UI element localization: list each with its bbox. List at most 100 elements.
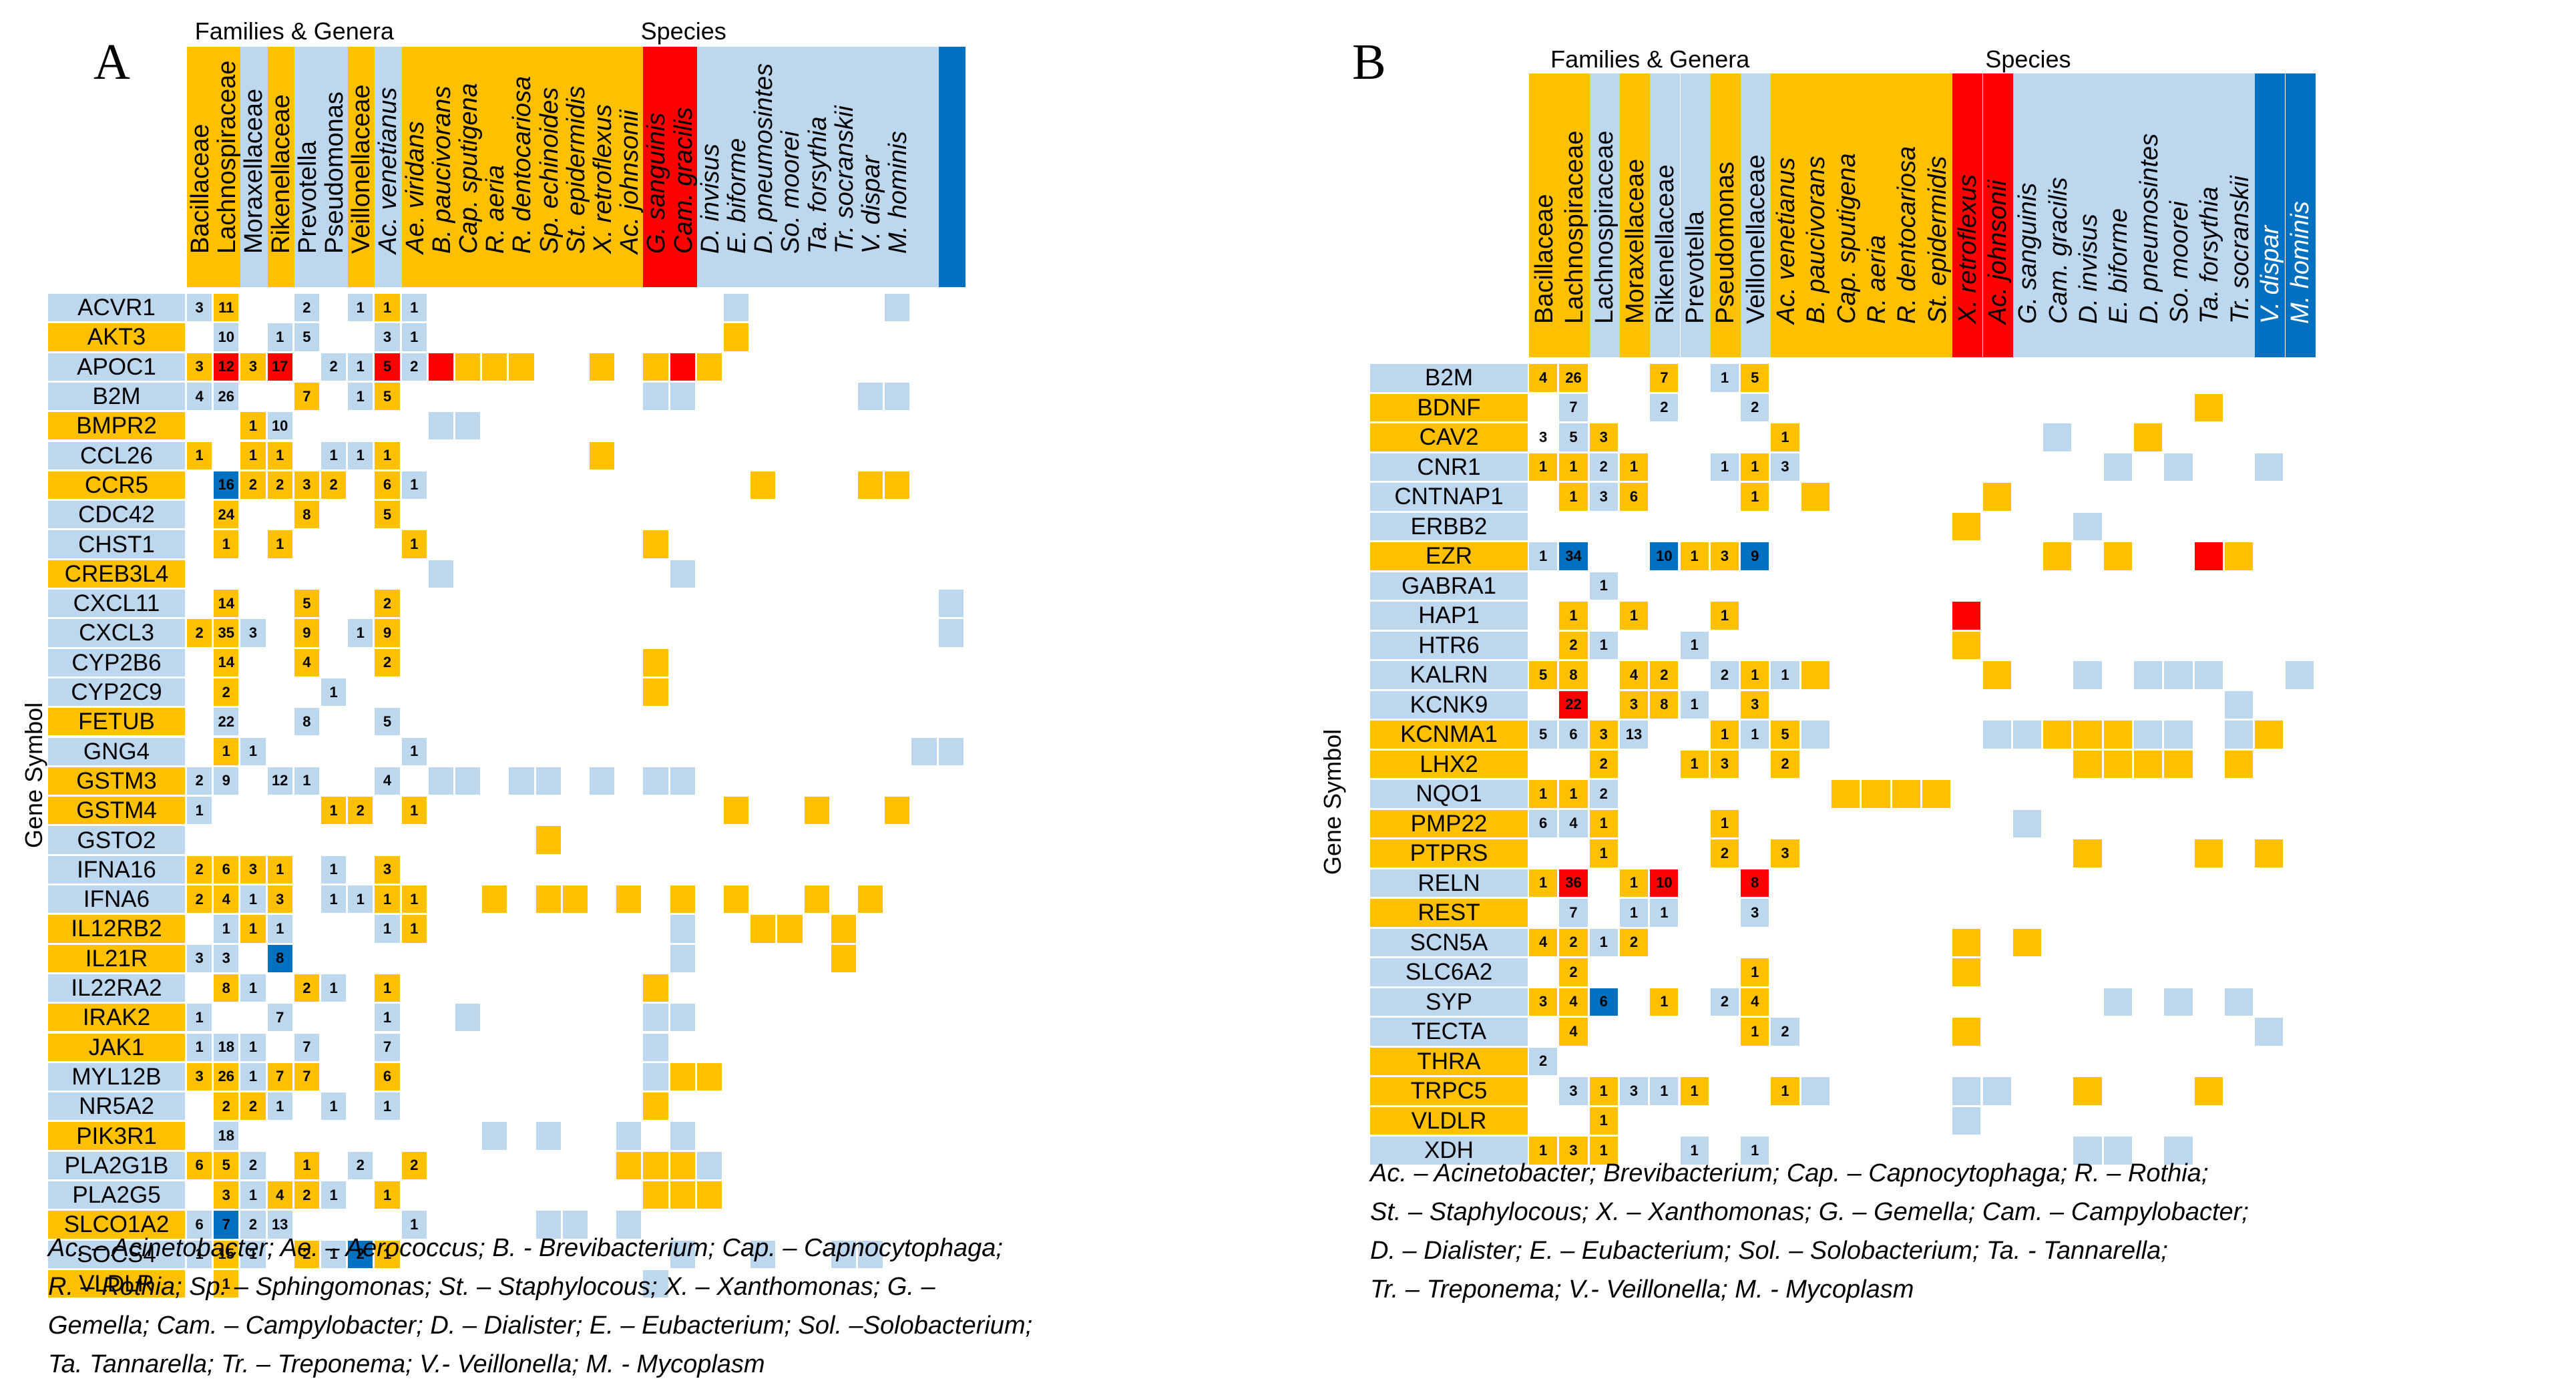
column-header-label: Ae. viridans xyxy=(401,121,429,254)
heatmap-cell: 1 xyxy=(1559,453,1588,481)
column-header: So. moorei xyxy=(2164,73,2195,357)
heatmap-cell: 9 xyxy=(294,619,319,647)
heatmap-cell xyxy=(535,885,561,914)
heatmap-cell: 1 xyxy=(1529,542,1558,570)
gene-label: MYL12B xyxy=(48,1062,185,1091)
heatmap-cell: 1 xyxy=(240,412,266,440)
column-header: B. paucivorans xyxy=(428,47,455,287)
heatmap-cell xyxy=(1922,780,1951,808)
gene-label: CNTNAP1 xyxy=(1370,483,1528,511)
heatmap-cell xyxy=(2134,750,2163,778)
heatmap-cell xyxy=(2073,661,2102,689)
heatmap-cell: 1 xyxy=(240,974,266,1002)
gene-label: KALRN xyxy=(1370,661,1528,689)
heatmap-cell: 5 xyxy=(1529,721,1558,749)
heatmap-cell xyxy=(2224,542,2253,570)
heatmap-cell: 1 xyxy=(401,737,427,765)
column-header: Cam. gracilis xyxy=(670,47,697,287)
heatmap-cell: 1 xyxy=(1710,602,1739,630)
column-header-label: So. moorei xyxy=(777,131,805,254)
heatmap-cell xyxy=(616,1122,642,1150)
heatmap-cell: 7 xyxy=(214,1211,239,1239)
heatmap-cell xyxy=(455,767,481,795)
column-group-label: Species xyxy=(1985,45,2071,73)
heatmap-cell: 1 xyxy=(1589,1077,1618,1105)
heatmap-cell: 1 xyxy=(375,1181,400,1209)
heatmap-cell xyxy=(831,1240,856,1268)
heatmap-cell xyxy=(428,560,453,588)
heatmap-cell: 7 xyxy=(1559,899,1588,927)
heatmap-cell: 1 xyxy=(1771,1077,1799,1105)
heatmap-cell xyxy=(1801,661,1830,689)
heatmap-cell xyxy=(670,915,695,943)
heatmap-cell xyxy=(1862,780,1890,808)
column-header-label: G. sanguinis xyxy=(2014,182,2043,324)
heatmap-cell xyxy=(428,767,453,795)
heatmap-cell: 3 xyxy=(1589,721,1618,749)
heatmap-cell: 3 xyxy=(1710,542,1739,570)
gene-label: IRAK2 xyxy=(48,1004,185,1032)
column-header-label: Lachnospiraceae xyxy=(214,60,241,254)
column-header-label: Moraxellaceae xyxy=(240,88,268,254)
gene-label: GNG4 xyxy=(48,737,185,765)
heatmap-cell: 34 xyxy=(1559,542,1588,570)
heatmap-cell xyxy=(670,767,695,795)
column-header-label: Cap. sputigena xyxy=(455,83,483,254)
heatmap-cell xyxy=(670,1004,695,1032)
heatmap-cell: 6 xyxy=(1559,721,1588,749)
gene-label: IFNA6 xyxy=(48,885,185,914)
heatmap-cell xyxy=(2103,721,2132,749)
heatmap-cell: 1 xyxy=(401,885,427,914)
heatmap-cell: 6 xyxy=(375,471,400,500)
gene-label: PLA2G1B xyxy=(48,1151,185,1179)
heatmap-cell: 7 xyxy=(375,1033,400,1061)
column-header: V. dispar xyxy=(858,47,885,287)
heatmap-cell xyxy=(2043,423,2072,451)
heatmap-cell: 1 xyxy=(1529,780,1558,808)
gene-label: PIK3R1 xyxy=(48,1122,185,1150)
heatmap-cell: 1 xyxy=(1680,542,1709,570)
heatmap-cell: 1 xyxy=(1680,690,1709,719)
heatmap-cell xyxy=(643,530,668,558)
heatmap-cell xyxy=(643,1092,668,1121)
column-header-label: Pseudomonas xyxy=(1711,162,1740,324)
heatmap-cell: 8 xyxy=(1741,869,1769,897)
heatmap-cell: 11 xyxy=(214,294,239,322)
column-header: Lachnospiraceae xyxy=(1559,73,1590,357)
heatmap-cell xyxy=(2012,809,2042,837)
heatmap-cell xyxy=(2164,1137,2193,1165)
heatmap-cell: 1 xyxy=(1529,1137,1558,1165)
heatmap-cell: 2 xyxy=(294,1240,319,1268)
heatmap-cell xyxy=(1832,780,1860,808)
heatmap-cell: 4 xyxy=(1741,988,1769,1016)
heatmap-cell: 2 xyxy=(187,855,212,883)
column-header-label: Ac. venetianus xyxy=(375,87,402,254)
heatmap-cell: 1 xyxy=(267,530,292,558)
heatmap-cell: 4 xyxy=(1559,1018,1588,1046)
heatmap-cell: 8 xyxy=(1650,690,1679,719)
column-header: Lachnospiraceae xyxy=(214,47,241,287)
heatmap-cell: 1 xyxy=(1771,661,1799,689)
column-header-label: D. pneumosintes xyxy=(2135,133,2163,324)
heatmap-cell: 6 xyxy=(1589,988,1618,1016)
column-header: Ac. venetianus xyxy=(1771,73,1801,357)
column-header-label: Lachnospiraceae xyxy=(1590,130,1619,324)
heatmap-cell xyxy=(1952,631,1981,659)
gene-label: HAP1 xyxy=(1370,602,1528,630)
heatmap-cell: 1 xyxy=(267,855,292,883)
heatmap-cell xyxy=(1801,1077,1830,1105)
heatmap-cell xyxy=(535,826,561,854)
heatmap-cell: 1 xyxy=(401,797,427,825)
heatmap-cell: 4 xyxy=(214,885,239,914)
heatmap-cell xyxy=(535,767,561,795)
heatmap-cell: 4 xyxy=(187,382,212,411)
heatmap-cell: 26 xyxy=(214,1062,239,1091)
heatmap-cell xyxy=(1982,721,2011,749)
heatmap-cell: 5 xyxy=(375,501,400,529)
heatmap-cell: 1 xyxy=(267,323,292,351)
heatmap-cell xyxy=(482,353,507,381)
heatmap-cell: 1 xyxy=(348,382,373,411)
heatmap-cell: 2 xyxy=(321,353,347,381)
heatmap-cell: 7 xyxy=(267,1004,292,1032)
heatmap-cell xyxy=(643,382,668,411)
